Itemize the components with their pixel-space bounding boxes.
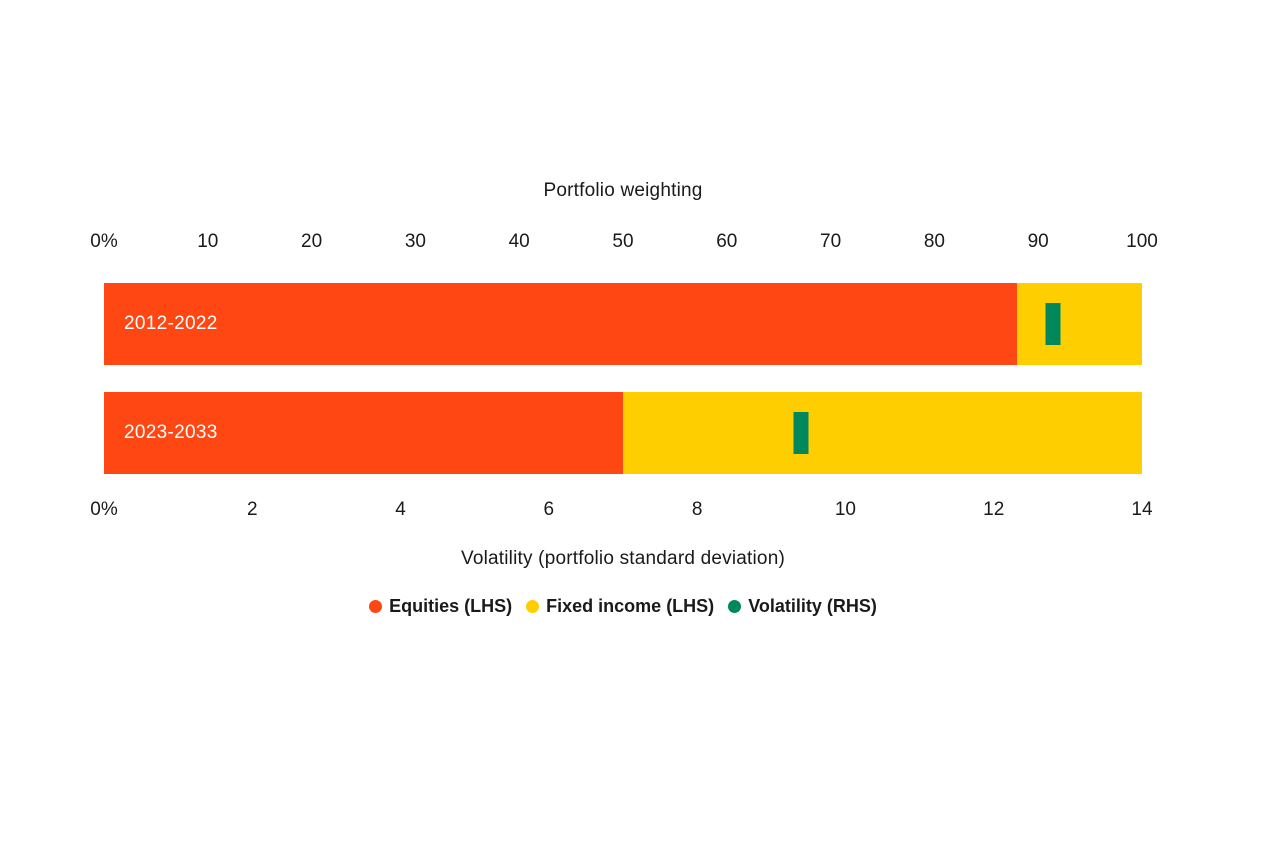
top-axis-tick-row: 0% 10 20 30 40 50 60 70 80 90 100 — [90, 231, 1158, 255]
legend-item: Equities (LHS) — [369, 596, 512, 617]
axis-tick-label: 10 — [197, 231, 219, 252]
legend-label: Equities (LHS) — [389, 596, 513, 616]
volatility-marker — [1045, 303, 1061, 345]
axis-tick-label: 40 — [508, 231, 530, 252]
axis-tick-label: 12 — [983, 499, 1005, 520]
axis-tick-label: 90 — [1027, 231, 1049, 252]
bottom-axis-title: Volatility (portfolio standard deviation… — [461, 548, 785, 569]
bar-row-2023-2033: 2023-2033 — [104, 392, 1142, 474]
axis-tick-label: 2 — [246, 499, 258, 520]
legend-dot-icon — [369, 600, 383, 613]
bottom-axis-tick-row: 0% 2 4 6 8 10 12 14 — [90, 499, 1152, 523]
axis-tick-label: 14 — [1131, 499, 1153, 520]
legend-item: Fixed income (LHS) — [526, 596, 714, 617]
axis-tick-label: 10 — [834, 499, 856, 520]
axis-tick-label: 0% — [90, 231, 118, 252]
axis-tick-label: 100 — [1126, 231, 1158, 252]
legend-dot-icon — [526, 600, 540, 613]
legend-label: Fixed income (LHS) — [546, 596, 715, 616]
axis-tick-label: 20 — [301, 231, 323, 252]
fixed-income-segment — [1017, 283, 1142, 365]
axis-tick-label: 8 — [691, 499, 703, 520]
legend-item: Volatility (RHS) — [728, 596, 877, 617]
axis-tick-label: 70 — [820, 231, 842, 252]
top-axis-title: Portfolio weighting — [543, 180, 703, 201]
volatility-marker — [793, 412, 809, 454]
equities-segment: 2023-2033 — [104, 392, 623, 474]
chart-legend: Equities (LHS) Fixed income (LHS) Volatili… — [104, 596, 1142, 617]
axis-tick-label: 30 — [404, 231, 426, 252]
axis-tick-label: 0% — [90, 499, 118, 520]
fixed-income-segment — [623, 392, 1142, 474]
axis-tick-label: 6 — [543, 499, 555, 520]
axis-tick-label: 4 — [395, 499, 406, 520]
equities-segment: 2012-2022 — [104, 283, 1018, 365]
bar-row-2012-2022: 2012-2022 — [104, 283, 1142, 365]
bar-category-label: 2023-2033 — [124, 422, 218, 443]
legend-dot-icon — [728, 600, 742, 613]
legend-label: Volatility (RHS) — [748, 596, 877, 616]
axis-tick-label: 60 — [716, 231, 738, 252]
bar-category-label: 2012-2022 — [124, 313, 218, 334]
axis-tick-label: 80 — [923, 231, 945, 252]
axis-tick-label: 50 — [612, 231, 634, 252]
